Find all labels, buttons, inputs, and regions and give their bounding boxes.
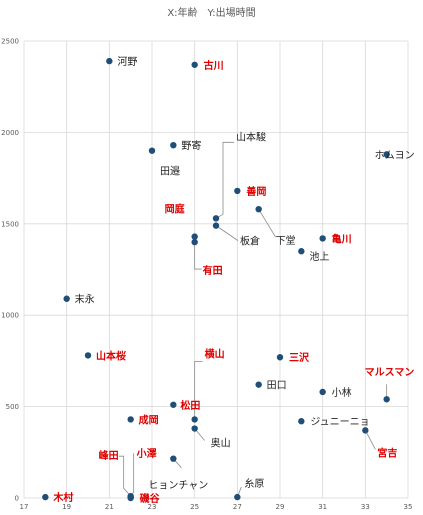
data-label: 末永 <box>75 293 95 306</box>
leader-lines <box>118 141 388 498</box>
data-point <box>191 233 198 240</box>
data-label: 木村 <box>52 491 73 504</box>
data-point <box>63 295 70 302</box>
data-label: 下堂 <box>276 235 296 247</box>
data-label: ホムヨン <box>375 149 415 161</box>
data-point <box>84 352 92 359</box>
x-tick-labels: 17 19 21 23 25 27 29 31 33 35 <box>20 503 413 511</box>
data-label: 峰田 <box>99 449 119 462</box>
data-label: 宮吉 <box>377 446 397 459</box>
x-tick-label: 23 <box>148 503 157 511</box>
data-label: 河野 <box>117 56 137 68</box>
data-label: 山本桜 <box>96 349 126 362</box>
data-point <box>255 381 262 388</box>
leader-line <box>118 455 131 497</box>
data-label: 三沢 <box>289 351 310 364</box>
data-label: 亀川 <box>332 232 352 245</box>
data-point <box>191 425 198 432</box>
data-point <box>212 215 220 222</box>
data-label: 小澤 <box>136 447 157 460</box>
data-label: マルスマン <box>365 366 415 378</box>
x-tick-label: 33 <box>361 503 370 511</box>
x-tick-label: 35 <box>404 503 413 511</box>
data-label: 成岡 <box>139 413 159 426</box>
data-point <box>191 416 198 423</box>
x-tick-label: 31 <box>318 503 327 511</box>
data-point <box>383 151 390 158</box>
data-label: 山本駿 <box>236 130 266 143</box>
leader-line <box>258 208 277 238</box>
data-point <box>298 418 305 425</box>
leader-line <box>194 360 203 420</box>
data-points <box>42 57 390 502</box>
data-point <box>234 493 241 501</box>
leader-line <box>215 225 239 241</box>
leader-line <box>215 141 234 219</box>
data-point <box>191 238 198 246</box>
data-point <box>276 354 284 361</box>
data-label: 野寄 <box>181 139 201 152</box>
data-point <box>170 141 177 149</box>
data-label: 横山 <box>205 347 225 360</box>
y-tick-label: 2500 <box>1 38 19 46</box>
data-label: 小林 <box>332 386 352 399</box>
data-point <box>148 147 156 154</box>
data-point <box>383 396 390 403</box>
x-tick-label: 27 <box>233 503 242 511</box>
x-tick-label: 25 <box>190 503 199 511</box>
data-point <box>319 388 326 396</box>
data-label: 糸原 <box>244 478 264 490</box>
data-label: 池上 <box>309 250 329 263</box>
data-point <box>255 205 262 213</box>
x-tick-label: 17 <box>20 503 29 511</box>
y-tick-label: 1500 <box>1 220 19 228</box>
x-tick-label: 29 <box>276 503 285 511</box>
data-label: 岡庭 <box>165 203 186 216</box>
data-label: 有田 <box>203 264 223 277</box>
data-point <box>234 187 241 195</box>
data-point <box>191 61 198 68</box>
leader-line <box>194 242 202 270</box>
data-label: 磯谷 <box>140 492 161 505</box>
data-point <box>170 401 177 408</box>
data-label: 奥山 <box>211 437 231 450</box>
data-label: 松田 <box>180 399 200 412</box>
data-point <box>170 455 177 462</box>
data-label: 善岡 <box>246 185 266 198</box>
chart-title: X:年齢 Y:出場時間 <box>167 8 256 19</box>
data-point <box>106 57 113 65</box>
y-tick-labels: 0 500 1000 1500 2000 2500 <box>1 38 19 503</box>
leader-line <box>364 430 376 450</box>
y-tick-label: 1000 <box>1 312 19 320</box>
data-point <box>127 416 134 423</box>
y-tick-label: 500 <box>6 403 19 411</box>
data-label: 板倉 <box>240 235 260 248</box>
y-tick-label: 2000 <box>1 129 19 137</box>
data-label: ジュニーニョ <box>310 417 369 428</box>
data-label: 田邉 <box>160 165 180 178</box>
data-point <box>319 235 326 242</box>
y-tick-label: 0 <box>15 495 19 503</box>
leader-line <box>130 453 135 498</box>
data-point <box>127 494 134 502</box>
data-label: 古川 <box>204 59 224 72</box>
data-point <box>298 248 305 255</box>
data-label: 田口 <box>267 381 287 392</box>
gridlines <box>23 40 409 499</box>
data-point <box>362 427 369 434</box>
data-point <box>42 493 49 501</box>
x-tick-label: 21 <box>105 503 114 511</box>
x-tick-label: 19 <box>62 503 71 511</box>
data-label: ヒョンチャン <box>148 480 208 492</box>
data-point <box>212 222 220 229</box>
